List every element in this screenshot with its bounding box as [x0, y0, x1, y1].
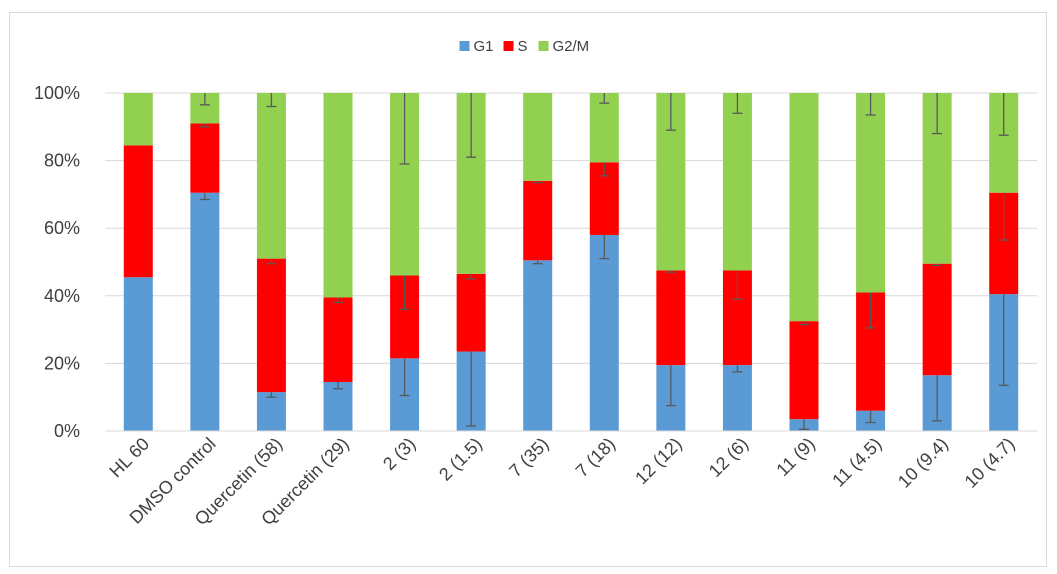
bar-g1 [190, 192, 220, 431]
x-tick-label: 12 (6) [705, 434, 752, 481]
bar-g2-m [523, 93, 553, 181]
bar-s [256, 258, 286, 393]
x-tick-label: 11 (4.5) [828, 434, 885, 491]
legend-label: G1 [474, 38, 494, 55]
legend-swatch [503, 41, 514, 51]
x-tick-label: 10 (9.4) [894, 434, 952, 492]
bar-g1 [123, 277, 153, 431]
x-tick-label: 7 (18) [572, 434, 619, 481]
bar-g2-m [722, 93, 752, 271]
x-tick-label: 12 (12) [631, 434, 685, 488]
bar-s [789, 321, 819, 420]
y-tick-label: 100% [34, 83, 80, 103]
y-tick-label: 20% [44, 353, 80, 373]
bar-g1 [722, 365, 752, 431]
bar-s [123, 145, 153, 278]
y-tick-label: 60% [44, 218, 80, 238]
bar-s [922, 263, 952, 376]
legend-label: G2/M [553, 38, 590, 55]
y-tick-label: 0% [54, 421, 80, 441]
x-tick-label: 11 (9) [772, 434, 818, 480]
x-tick-label: HL 60 [105, 434, 153, 482]
bar-s [190, 123, 220, 193]
x-tick-label: 2 (1.5) [435, 434, 486, 485]
legend-swatch [459, 41, 470, 51]
bar-g1 [323, 381, 353, 431]
bar-s [656, 270, 686, 366]
bar-g1 [256, 392, 286, 431]
y-tick-label: 40% [44, 286, 80, 306]
legend-label: S [518, 38, 528, 55]
x-tick-label: 7 (35) [505, 434, 552, 481]
bar-s [323, 297, 353, 382]
bar-g2-m [789, 93, 819, 322]
bar-g2-m [323, 93, 353, 298]
bar-g1 [589, 234, 619, 431]
bar-s [456, 273, 486, 352]
bar-g2-m [256, 93, 286, 259]
bar-g2-m [856, 93, 886, 293]
x-tick-label: 2 (3) [379, 434, 419, 474]
legend-swatch [538, 41, 549, 51]
bar-g1 [523, 260, 553, 431]
y-tick-label: 80% [44, 151, 80, 171]
bar-g2-m [589, 93, 619, 163]
x-tick-label: 10 (4.7) [961, 434, 1019, 492]
bar-g2-m [123, 93, 153, 146]
bar-s [523, 180, 553, 261]
